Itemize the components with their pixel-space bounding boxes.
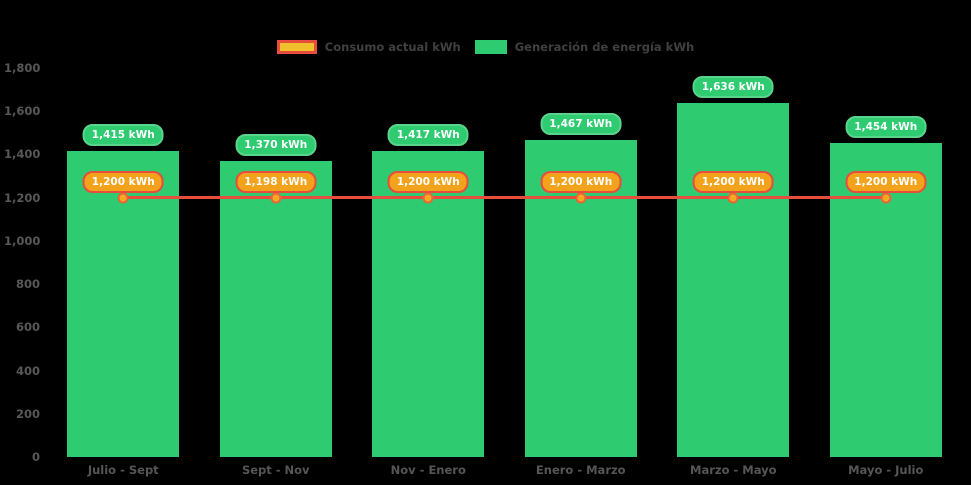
x-axis-category-label: Marzo - Mayo xyxy=(690,463,777,477)
x-axis-category-label: Sept - Nov xyxy=(241,463,310,477)
y-axis-tick-label: 200 xyxy=(15,406,40,421)
consumption-point[interactable] xyxy=(727,192,739,204)
y-axis-tick-label: 800 xyxy=(15,277,40,292)
legend-item-generacion[interactable]: Generación de energía kWh xyxy=(474,40,695,54)
y-axis-tick-label: 1,200 xyxy=(4,190,41,205)
generation-value-label: 1,454 kWh xyxy=(845,115,927,138)
y-axis-tick-label: 400 xyxy=(15,363,40,378)
chart-legend: Consumo actual kWh Generación de energía… xyxy=(0,40,971,54)
consumo-swatch-icon xyxy=(276,40,317,54)
consumption-value-label: 1,198 kWh xyxy=(235,171,317,194)
consumption-value-label: 1,200 kWh xyxy=(540,170,622,193)
consumption-value-label: 1,200 kWh xyxy=(387,170,469,193)
y-axis-tick-label: 0 xyxy=(31,450,40,464)
y-axis-tick-label: 1,000 xyxy=(4,233,41,248)
generation-value-label: 1,370 kWh xyxy=(235,133,317,156)
consumption-point[interactable] xyxy=(117,192,129,204)
consumption-point[interactable] xyxy=(575,192,587,204)
generacion-swatch-icon xyxy=(474,40,507,54)
consumption-value-label: 1,200 kWh xyxy=(845,170,927,193)
consumption-point[interactable] xyxy=(422,192,434,204)
generation-bar[interactable] xyxy=(677,103,790,457)
x-axis-category-label: Julio - Sept xyxy=(87,463,159,477)
legend-label-generacion: Generación de energía kWh xyxy=(514,40,695,54)
legend-item-consumo[interactable]: Consumo actual kWh xyxy=(276,40,461,54)
consumption-value-label: 1,200 kWh xyxy=(82,170,164,193)
generation-bar[interactable] xyxy=(219,160,332,457)
generation-value-label: 1,636 kWh xyxy=(692,76,774,99)
y-axis-tick-label: 1,600 xyxy=(4,104,41,119)
consumption-point[interactable] xyxy=(270,192,282,204)
y-axis-tick-label: 1,400 xyxy=(4,147,41,162)
x-axis-category-label: Mayo - Julio xyxy=(848,463,924,477)
consumption-point[interactable] xyxy=(880,192,892,204)
legend-label-consumo: Consumo actual kWh xyxy=(324,40,461,54)
y-axis-tick-label: 600 xyxy=(15,320,40,335)
consumption-line xyxy=(123,196,886,200)
generation-value-label: 1,417 kWh xyxy=(387,123,469,146)
y-axis-tick-label: 1,800 xyxy=(4,61,41,75)
generation-value-label: 1,415 kWh xyxy=(82,124,164,147)
consumption-value-label: 1,200 kWh xyxy=(692,170,774,193)
x-axis-category-label: Enero - Marzo xyxy=(535,463,626,477)
x-axis-category-label: Nov - Enero xyxy=(390,463,466,477)
generation-value-label: 1,467 kWh xyxy=(540,112,622,135)
